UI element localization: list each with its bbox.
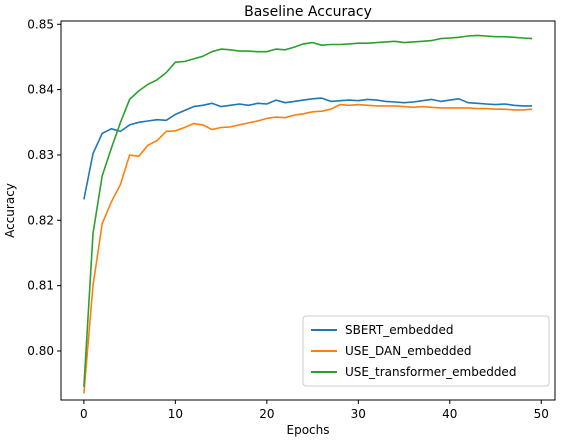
legend-label: USE_DAN_embedded <box>345 344 472 358</box>
x-tick-label: 50 <box>534 407 549 421</box>
x-tick-label: 10 <box>168 407 183 421</box>
legend-label: USE_transformer_embedded <box>345 365 516 379</box>
legend-box <box>302 315 550 387</box>
y-tick-label: 0.85 <box>27 17 54 31</box>
y-tick-label: 0.82 <box>27 213 54 227</box>
series-line-sbert-embedded <box>83 97 533 200</box>
x-tick-label: 30 <box>351 407 366 421</box>
y-tick-label: 0.83 <box>27 148 54 162</box>
legend-label: SBERT_embedded <box>345 323 454 337</box>
plot-frame <box>60 20 556 401</box>
y-tick-label: 0.84 <box>27 83 54 97</box>
chart-title: Baseline Accuracy <box>244 4 372 20</box>
y-axis: 0.80 0.81 0.82 0.83 0.84 0.85 <box>27 17 61 358</box>
x-axis: 0 10 20 30 40 50 <box>80 400 549 421</box>
x-axis-label: Epochs <box>287 423 330 437</box>
plot-area <box>83 34 533 394</box>
x-tick-label: 20 <box>259 407 274 421</box>
y-axis-label: Accuracy <box>3 183 17 238</box>
y-tick-label: 0.81 <box>27 279 54 293</box>
legend: SBERT_embedded USE_DAN_embedded USE_transf… <box>302 315 550 387</box>
x-tick-label: 40 <box>442 407 457 421</box>
series-line-use-dan-embedded <box>83 103 533 394</box>
series-line-use-transformer-embedded <box>83 34 533 387</box>
x-tick-label: 0 <box>80 407 88 421</box>
y-tick-label: 0.80 <box>27 344 54 358</box>
